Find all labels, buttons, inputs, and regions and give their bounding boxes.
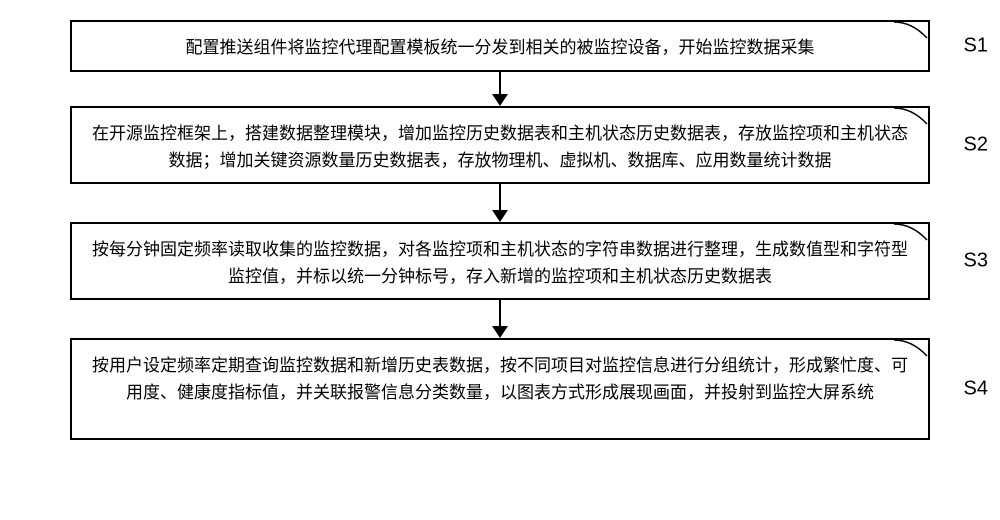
arrow-s3-s4 bbox=[492, 300, 508, 338]
arrow-head-icon bbox=[492, 94, 508, 106]
connector-line-s3 bbox=[892, 222, 932, 242]
arrow-s2-s3 bbox=[492, 184, 508, 222]
flow-step-s2: 在开源监控框架上，搭建数据整理模块，增加监控历史数据表和主机状态历史数据表，存放… bbox=[70, 106, 930, 184]
connector-line-s2 bbox=[892, 106, 932, 126]
connector-line-s4 bbox=[892, 338, 932, 358]
step-label-s1: S1 bbox=[964, 35, 988, 58]
arrow-line bbox=[499, 184, 501, 210]
flow-step-s3: 按每分钟固定频率读取收集的监控数据，对各监控项和主机状态的字符串数据进行整理，生… bbox=[70, 222, 930, 300]
flow-step-text: 在开源监控框架上，搭建数据整理模块，增加监控历史数据表和主机状态历史数据表，存放… bbox=[92, 120, 908, 174]
flow-step-text: 按用户设定频率定期查询监控数据和新增历史表数据，按不同项目对监控信息进行分组统计… bbox=[92, 352, 908, 406]
arrow-line bbox=[499, 72, 501, 94]
step-label-s2: S2 bbox=[964, 134, 988, 157]
flow-step-s1: 配置推送组件将监控代理配置模板统一分发到相关的被监控设备，开始监控数据采集 S1 bbox=[70, 20, 930, 72]
arrow-head-icon bbox=[492, 326, 508, 338]
arrow-s1-s2 bbox=[492, 72, 508, 106]
step-label-s3: S3 bbox=[964, 250, 988, 273]
flowchart-container: 配置推送组件将监控代理配置模板统一分发到相关的被监控设备，开始监控数据采集 S1… bbox=[40, 20, 960, 440]
arrow-line bbox=[499, 300, 501, 326]
flow-step-text: 配置推送组件将监控代理配置模板统一分发到相关的被监控设备，开始监控数据采集 bbox=[92, 34, 908, 61]
flow-step-text: 按每分钟固定频率读取收集的监控数据，对各监控项和主机状态的字符串数据进行整理，生… bbox=[92, 236, 908, 290]
arrow-head-icon bbox=[492, 210, 508, 222]
flow-step-s4: 按用户设定频率定期查询监控数据和新增历史表数据，按不同项目对监控信息进行分组统计… bbox=[70, 338, 930, 440]
step-label-s4: S4 bbox=[964, 378, 988, 401]
connector-line-s1 bbox=[892, 20, 932, 40]
